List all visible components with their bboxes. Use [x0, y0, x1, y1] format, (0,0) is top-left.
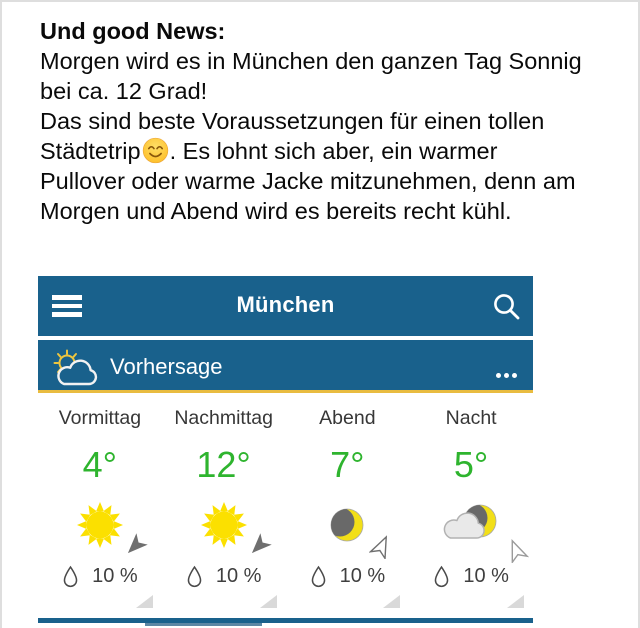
app-title: München: [236, 292, 335, 317]
message-text: Und good News: Morgen wird es in München…: [40, 16, 582, 226]
forecast-column-abend[interactable]: Abend 7° 10 %: [286, 393, 410, 628]
more-options-icon[interactable]: [493, 365, 517, 383]
period-label: Abend: [319, 407, 376, 429]
raindrop-icon: [311, 565, 325, 588]
next-section-top-edge: [38, 618, 533, 623]
screenshot-edge: [0, 0, 2, 628]
weather-app-screenshot: München Vorhersage Vormit: [38, 276, 533, 628]
raindrop-icon: [187, 565, 202, 588]
wind-arrow-icon: [504, 537, 528, 563]
cloud-moon-icon: [443, 500, 502, 539]
temperature-value: 7°: [330, 444, 365, 485]
smiling-face-emoji: [142, 137, 168, 164]
precip-value: 10 %: [339, 565, 386, 587]
search-icon[interactable]: [491, 291, 521, 321]
precip-value: 10 %: [215, 565, 262, 587]
precip-value: 10 %: [92, 565, 138, 587]
sun-cloud-icon: [53, 349, 98, 386]
sunny-icon: [198, 499, 250, 551]
message-text-after-emoji: . Es lohnt sich aber, ein warmer: [169, 138, 498, 164]
period-label: Nachmittag: [174, 407, 273, 429]
temperature-value: 12°: [196, 444, 251, 485]
message-line: Pullover oder warme Jacke mitzunehmen, d…: [40, 168, 576, 194]
app-header-bar: München: [38, 276, 533, 336]
forecast-column-nacht[interactable]: Nacht 5° 10 %: [409, 393, 533, 628]
moon-icon: [325, 503, 369, 547]
wind-arrow-icon: [122, 533, 148, 559]
wind-arrow-icon: [245, 533, 272, 559]
message-line: Morgen und Abend wird es bereits recht k…: [40, 198, 512, 224]
message-line: Das sind beste Voraussetzungen für einen…: [40, 108, 545, 134]
hamburger-menu-icon[interactable]: [52, 295, 82, 317]
message-line: Morgen wird es in München den ganzen Tag…: [40, 48, 582, 74]
screenshot-edge: [638, 0, 640, 628]
message-text-before-emoji: Städtetrip: [40, 138, 141, 164]
expand-corner-icon: [383, 595, 401, 608]
message-line-with-emoji: Städtetrip . Es lohnt sich aber, ein war…: [40, 136, 582, 166]
raindrop-icon: [63, 565, 78, 588]
expand-corner-icon: [507, 595, 524, 608]
period-label: Vormittag: [58, 407, 142, 429]
temperature-value: 5°: [453, 444, 489, 485]
sunny-icon: [74, 499, 126, 551]
precip-value: 10 %: [463, 565, 509, 587]
message-line: bei ca. 12 Grad!: [40, 78, 208, 104]
screenshot-edge: [0, 0, 640, 2]
wind-arrow-icon: [370, 533, 395, 559]
forecast-column-nachmittag[interactable]: Nachmittag 12° 10 %: [162, 393, 286, 628]
forecast-section-bar[interactable]: Vorhersage: [38, 340, 533, 393]
expand-corner-icon: [135, 595, 153, 608]
forecast-row: Vormittag 4° 10 % Nachmittag 12°: [38, 393, 533, 628]
temperature-value: 4°: [82, 444, 118, 485]
message-heading: Und good News:: [40, 18, 226, 44]
forecast-column-vormittag[interactable]: Vormittag 4° 10 %: [38, 393, 162, 628]
raindrop-icon: [435, 565, 449, 588]
section-title: Vorhersage: [110, 354, 223, 379]
expand-corner-icon: [259, 595, 277, 608]
period-label: Nacht: [445, 407, 497, 429]
